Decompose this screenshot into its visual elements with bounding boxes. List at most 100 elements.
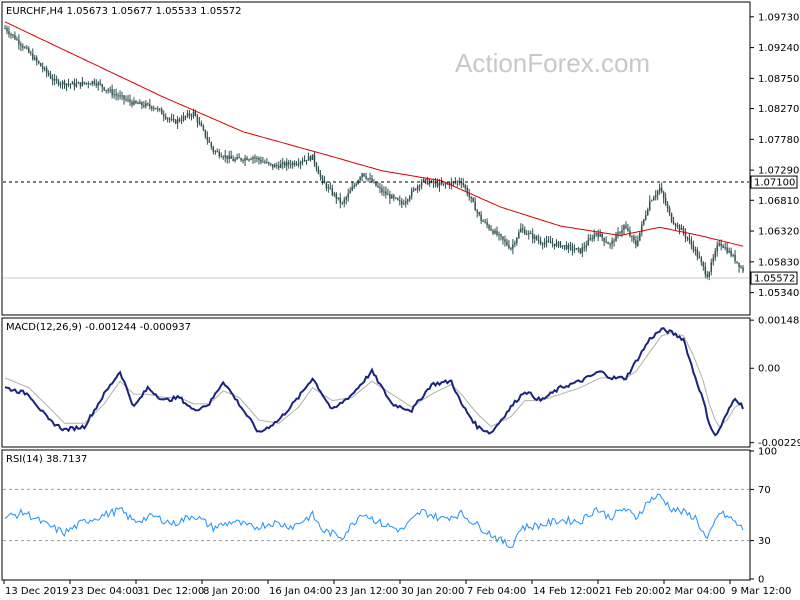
candle-body <box>434 182 437 184</box>
candle-body <box>623 225 625 230</box>
candle-body <box>333 193 336 195</box>
candle-body <box>198 122 201 124</box>
candle-body <box>410 190 413 197</box>
candle-body <box>153 107 155 109</box>
candle-body <box>692 244 695 251</box>
candle-body <box>611 240 613 244</box>
candle-body <box>662 191 665 199</box>
candle-body <box>323 179 326 184</box>
candle-body <box>168 118 171 120</box>
candle-body <box>426 179 429 185</box>
candle-body <box>242 160 244 162</box>
candle-body <box>202 126 205 130</box>
candle-body <box>643 219 645 225</box>
candle-body <box>95 83 98 86</box>
candle-body <box>476 210 478 213</box>
candle-body <box>192 111 195 116</box>
candle-body <box>232 158 234 162</box>
candle-body <box>143 105 145 107</box>
candle-body <box>218 151 221 156</box>
candle-body <box>97 82 99 86</box>
candle-body <box>539 240 542 244</box>
candle-body <box>712 257 714 263</box>
candle-body <box>462 182 465 186</box>
candle-body <box>377 185 379 188</box>
candle-body <box>264 161 266 163</box>
candle-body <box>740 267 742 269</box>
candle-body <box>510 248 512 250</box>
rsi-line <box>4 493 744 549</box>
candle-body <box>325 183 328 189</box>
candle-body <box>12 34 14 36</box>
x-tick-label: 13 Dec 2019 <box>5 586 69 597</box>
candle-body <box>361 173 363 178</box>
candle-body <box>174 120 177 124</box>
candle-body <box>272 164 274 168</box>
candle-body <box>170 118 173 120</box>
rsi-y-tick-label: 0 <box>758 575 764 586</box>
candle-body <box>34 57 36 60</box>
candle-body <box>379 187 381 189</box>
candle-body <box>414 188 417 190</box>
candle-body <box>262 161 264 163</box>
candle-body <box>702 262 705 267</box>
candle-body <box>385 191 387 195</box>
candle-body <box>527 233 530 235</box>
candle-body <box>313 154 316 164</box>
candle-body <box>240 158 242 161</box>
candle-body <box>105 89 107 91</box>
candle-body <box>339 197 342 203</box>
candle-body <box>145 103 147 107</box>
candle-body <box>81 81 84 86</box>
candle-body <box>186 113 189 117</box>
candle-body <box>468 194 470 197</box>
candle-body <box>631 236 633 238</box>
candle-body <box>482 220 484 222</box>
candle-body <box>30 52 32 54</box>
price-y-tick-label: 1.05830 <box>758 257 799 268</box>
candle-body <box>601 233 603 238</box>
candle-body <box>654 194 657 198</box>
macd-y-tick-label: 0.001484 <box>758 316 800 327</box>
price-y-tick-label: 1.08270 <box>758 104 799 115</box>
candle-body <box>672 221 675 225</box>
candle-body <box>571 245 574 250</box>
macd-title: MACD(12,26,9) -0.001244 -0.000937 <box>6 322 191 333</box>
candle-body <box>180 120 183 122</box>
candle-body <box>404 201 407 204</box>
candle-body <box>91 81 94 84</box>
candle-body <box>309 156 312 160</box>
candle-body <box>158 108 161 110</box>
candle-body <box>678 225 681 230</box>
candle-body <box>524 229 526 235</box>
candle-body <box>206 136 209 141</box>
candle-body <box>666 204 669 209</box>
x-tick-label: 8 Jan 20:00 <box>203 586 260 597</box>
axes: 1.09730 1.09240 1.08750 1.08270 1.07780 1.072… <box>3 12 800 597</box>
candle-body <box>268 162 270 164</box>
candle-body <box>474 201 476 211</box>
candle-body <box>317 168 320 175</box>
candle-body <box>637 240 639 246</box>
candle-body <box>664 198 667 205</box>
candle-body <box>504 239 506 242</box>
candle-body <box>595 233 597 235</box>
candle-body <box>307 156 310 161</box>
candle-body <box>496 230 498 235</box>
candle-body <box>403 203 405 205</box>
candle-body <box>256 157 258 159</box>
candle-body <box>55 79 58 81</box>
candle-body <box>418 185 421 187</box>
candle-body <box>200 122 203 127</box>
candle-body <box>591 238 593 240</box>
candle-body <box>422 179 425 182</box>
candle-body <box>460 182 463 184</box>
candle-body <box>321 176 324 180</box>
candle-body <box>57 80 60 85</box>
candle-body <box>615 234 617 242</box>
candle-body <box>408 196 411 200</box>
candle-body <box>724 247 726 249</box>
candle-body <box>246 158 248 160</box>
candle-body <box>565 245 568 250</box>
candle-body <box>627 228 629 231</box>
